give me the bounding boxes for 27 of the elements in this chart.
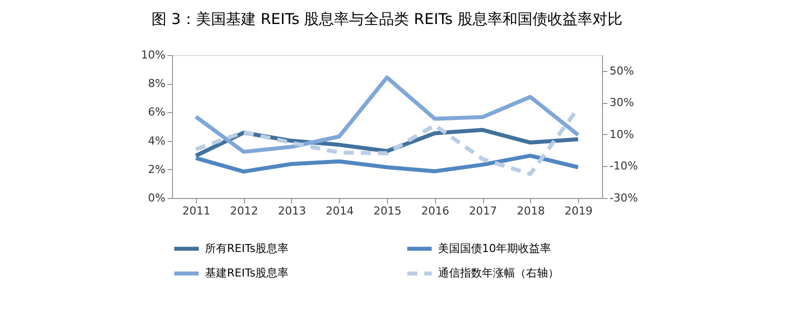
y2-tick-label: 10% [610, 128, 634, 141]
x-tick-label: 2018 [516, 204, 545, 218]
y-tick-label: 6% [148, 106, 166, 119]
y-tick-label: 10% [141, 48, 166, 62]
line-series [194, 75, 580, 154]
legend-label: 基建REITs股息率 [205, 266, 288, 280]
line-series [194, 154, 580, 174]
y-tick-label: 8% [148, 77, 166, 90]
legend-label: 所有REITs股息率 [205, 242, 288, 255]
x-tick-label: 2019 [564, 204, 593, 218]
y-tick-label: 0% [148, 192, 166, 204]
y2-tick-label: 50% [610, 64, 634, 78]
x-tick-label: 2013 [278, 204, 306, 218]
y2-tick-label: -30% [610, 192, 638, 204]
legend-label: 美国国债10年期收益率 [438, 242, 551, 255]
y2-tick-label: -10% [610, 160, 638, 173]
x-tick-label: 2014 [326, 204, 354, 218]
x-tick-label: 2016 [421, 204, 450, 218]
y-tick-label: 2% [148, 162, 166, 176]
x-tick-label: 2012 [230, 204, 258, 218]
x-tick-label: 2017 [469, 204, 498, 218]
x-tick-label: 2015 [374, 204, 402, 218]
x-tick-label: 2011 [182, 204, 210, 218]
y2-tick-label: 30% [610, 96, 634, 110]
chart-title: 图 3：美国基建 REITs 股息率与全品类 REITs 股息率和国债收益率对比 [151, 10, 623, 28]
y-tick-label: 4% [148, 134, 166, 148]
legend-label: 通信指数年涨幅（右轴） [438, 266, 559, 280]
